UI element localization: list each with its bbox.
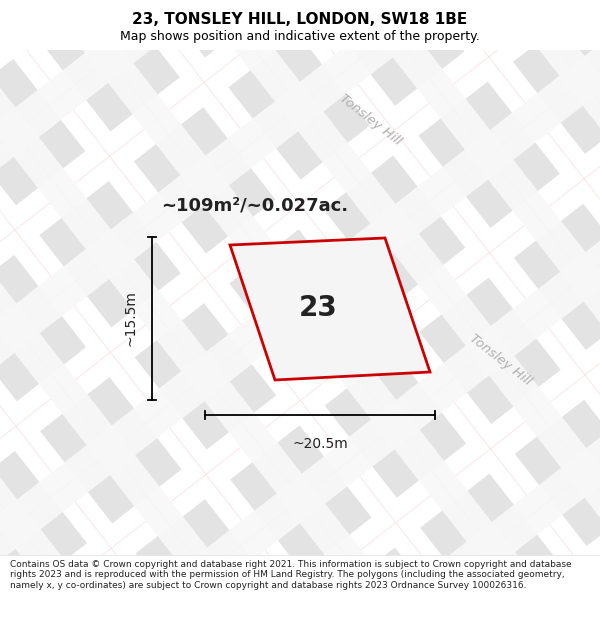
Polygon shape bbox=[40, 377, 182, 524]
Polygon shape bbox=[38, 0, 180, 131]
Polygon shape bbox=[514, 204, 600, 350]
Polygon shape bbox=[40, 181, 181, 328]
Polygon shape bbox=[0, 36, 600, 625]
Polygon shape bbox=[229, 229, 371, 376]
Polygon shape bbox=[419, 278, 560, 424]
Polygon shape bbox=[0, 0, 600, 569]
Polygon shape bbox=[0, 0, 85, 9]
Text: Contains OS data © Crown copyright and database right 2021. This information is : Contains OS data © Crown copyright and d… bbox=[10, 560, 572, 590]
Text: 23: 23 bbox=[299, 294, 337, 322]
Polygon shape bbox=[515, 596, 600, 625]
Text: Map shows position and indicative extent of the property.: Map shows position and indicative extent… bbox=[120, 30, 480, 43]
Polygon shape bbox=[41, 573, 182, 625]
Polygon shape bbox=[230, 238, 430, 380]
Polygon shape bbox=[513, 8, 600, 154]
Text: ~109m²/~0.027ac.: ~109m²/~0.027ac. bbox=[161, 196, 349, 214]
Polygon shape bbox=[0, 255, 86, 401]
Polygon shape bbox=[515, 400, 600, 546]
Polygon shape bbox=[325, 351, 466, 498]
Polygon shape bbox=[229, 33, 370, 179]
Polygon shape bbox=[136, 499, 277, 625]
Text: Tonsley Hill: Tonsley Hill bbox=[467, 332, 533, 388]
Text: 23, TONSLEY HILL, LONDON, SW18 1BE: 23, TONSLEY HILL, LONDON, SW18 1BE bbox=[133, 12, 467, 27]
Text: Tonsley Hill: Tonsley Hill bbox=[337, 92, 403, 148]
Polygon shape bbox=[0, 451, 87, 598]
Polygon shape bbox=[323, 0, 464, 106]
Polygon shape bbox=[420, 474, 562, 620]
Polygon shape bbox=[0, 159, 600, 625]
Polygon shape bbox=[324, 156, 465, 302]
Polygon shape bbox=[134, 107, 275, 254]
Text: ~15.5m: ~15.5m bbox=[124, 291, 138, 346]
Polygon shape bbox=[418, 0, 559, 32]
Polygon shape bbox=[230, 426, 371, 572]
Polygon shape bbox=[326, 548, 467, 625]
Polygon shape bbox=[0, 59, 85, 205]
Polygon shape bbox=[231, 621, 373, 625]
Polygon shape bbox=[418, 81, 560, 228]
Polygon shape bbox=[133, 0, 274, 58]
Polygon shape bbox=[0, 0, 600, 446]
Text: ~20.5m: ~20.5m bbox=[292, 437, 348, 451]
Polygon shape bbox=[135, 303, 276, 449]
